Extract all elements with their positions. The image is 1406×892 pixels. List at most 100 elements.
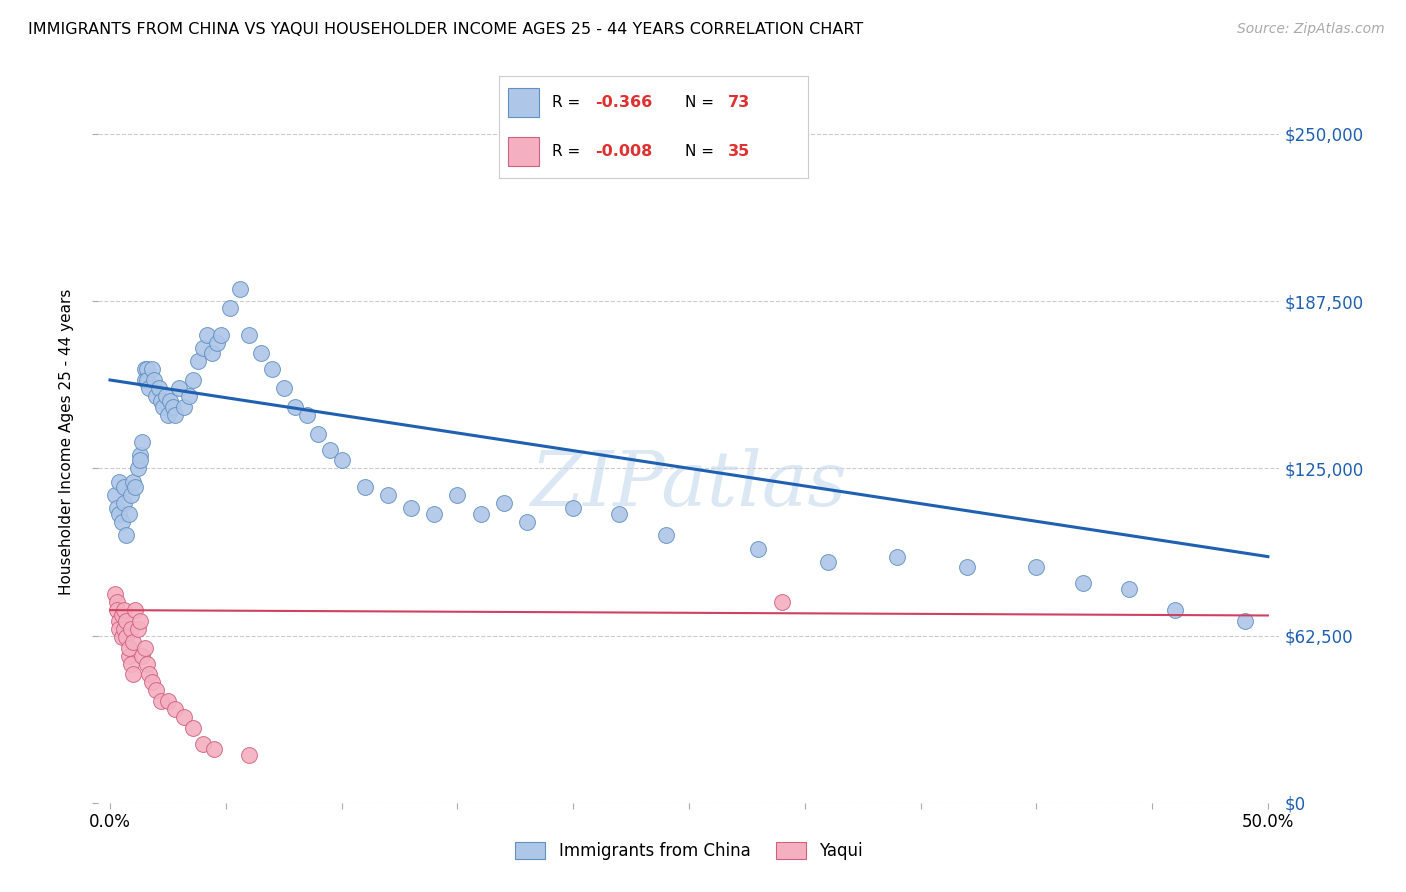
Point	[115, 614, 138, 628]
Point	[136, 362, 159, 376]
Point	[377, 488, 399, 502]
Point	[122, 635, 145, 649]
Point	[169, 381, 191, 395]
Point	[134, 362, 156, 376]
Point	[249, 346, 271, 360]
Point	[148, 381, 170, 395]
Point	[149, 694, 172, 708]
Point	[492, 496, 515, 510]
Point	[159, 394, 181, 409]
Point	[209, 327, 232, 342]
Point	[956, 560, 979, 574]
Text: N =: N =	[685, 95, 718, 110]
Point	[205, 335, 228, 350]
Point	[112, 622, 135, 636]
Point	[120, 657, 142, 671]
Point	[141, 675, 163, 690]
Point	[330, 453, 353, 467]
Point	[122, 667, 145, 681]
Point	[353, 480, 375, 494]
Point	[117, 640, 139, 655]
Point	[202, 742, 225, 756]
Point	[399, 501, 422, 516]
Point	[238, 327, 260, 342]
Point	[145, 389, 167, 403]
Point	[295, 408, 318, 422]
Point	[127, 461, 149, 475]
Point	[117, 507, 139, 521]
Point	[609, 507, 631, 521]
Point	[201, 346, 224, 360]
Point	[219, 301, 242, 315]
Text: IMMIGRANTS FROM CHINA VS YAQUI HOUSEHOLDER INCOME AGES 25 - 44 YEARS CORRELATION: IMMIGRANTS FROM CHINA VS YAQUI HOUSEHOLD…	[28, 22, 863, 37]
Point	[191, 737, 214, 751]
Point	[886, 549, 908, 564]
Point	[134, 640, 156, 655]
Point	[1233, 614, 1256, 628]
Point	[108, 622, 131, 636]
Point	[228, 282, 250, 296]
Point	[156, 694, 179, 708]
Point	[138, 667, 160, 681]
Text: ZIPatlas: ZIPatlas	[530, 448, 848, 522]
Text: N =: N =	[685, 145, 718, 160]
Point	[155, 389, 177, 403]
Point	[319, 442, 342, 457]
Point	[307, 426, 329, 441]
Point	[238, 747, 260, 762]
Point	[1025, 560, 1047, 574]
Point	[273, 381, 295, 395]
Bar	[509, 137, 540, 166]
Point	[122, 475, 145, 489]
Point	[110, 515, 132, 529]
Point	[1118, 582, 1140, 596]
Point	[108, 475, 131, 489]
Point	[191, 341, 214, 355]
Point	[108, 507, 131, 521]
Point	[284, 400, 307, 414]
Point	[115, 528, 138, 542]
Point	[1071, 576, 1094, 591]
Point	[104, 488, 127, 502]
Point	[183, 373, 205, 387]
Point	[262, 362, 284, 376]
Point	[145, 683, 167, 698]
Text: 73: 73	[728, 95, 751, 110]
Point	[120, 488, 142, 502]
Point	[516, 515, 538, 529]
Point	[187, 354, 209, 368]
Point	[173, 710, 195, 724]
Point	[655, 528, 678, 542]
Point	[747, 541, 769, 556]
Point	[112, 603, 135, 617]
Point	[136, 657, 159, 671]
Point	[183, 721, 205, 735]
Y-axis label: Householder Income Ages 25 - 44 years: Householder Income Ages 25 - 44 years	[59, 288, 75, 595]
Point	[163, 408, 186, 422]
Point	[423, 507, 446, 521]
Text: 35: 35	[728, 145, 751, 160]
Point	[141, 362, 163, 376]
Point	[143, 373, 166, 387]
Point	[131, 648, 153, 663]
Point	[129, 453, 152, 467]
Point	[152, 400, 174, 414]
Point	[112, 496, 135, 510]
Point	[770, 595, 793, 609]
Point	[129, 448, 152, 462]
Point	[110, 608, 132, 623]
Point	[446, 488, 468, 502]
Point	[149, 394, 172, 409]
Point	[1164, 603, 1187, 617]
Point	[115, 630, 138, 644]
Text: Source: ZipAtlas.com: Source: ZipAtlas.com	[1237, 22, 1385, 37]
Point	[117, 648, 139, 663]
Point	[108, 614, 131, 628]
Point	[817, 555, 839, 569]
Point	[162, 400, 184, 414]
Point	[136, 373, 159, 387]
Bar	[509, 88, 540, 117]
Point	[470, 507, 492, 521]
Point	[112, 480, 135, 494]
Point	[131, 434, 153, 449]
